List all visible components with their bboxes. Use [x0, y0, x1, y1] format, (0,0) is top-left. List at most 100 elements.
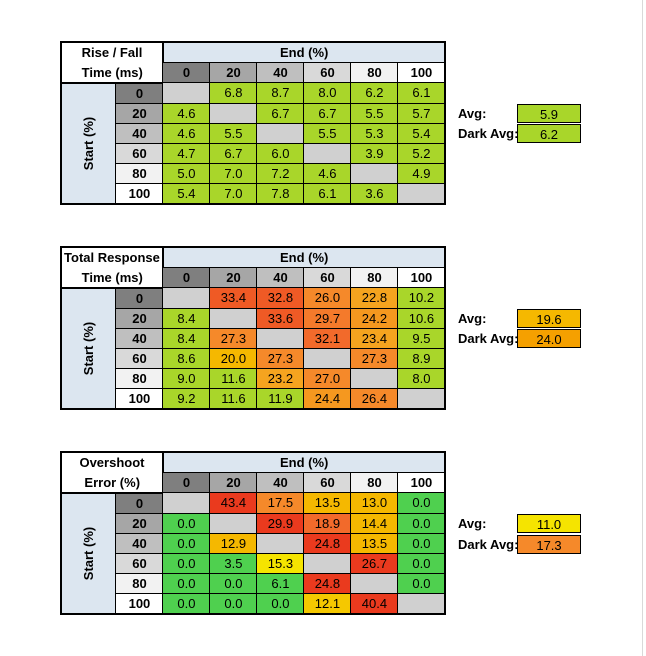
rise-fall-dark-avg-value: 6.2 [517, 124, 581, 143]
column-header: 20 [209, 267, 258, 288]
column-header: 0 [162, 62, 211, 83]
value-cell: 0.0 [397, 552, 446, 574]
value-cell: 7.0 [209, 162, 258, 184]
value-cell: 24.8 [303, 532, 352, 554]
value-cell: 24.4 [303, 387, 352, 409]
value-cell [350, 572, 399, 594]
value-cell: 7.0 [209, 182, 258, 204]
value-cell: 8.4 [162, 307, 211, 329]
value-cell: 23.4 [350, 327, 399, 349]
value-cell [162, 82, 211, 104]
column-header: 100 [397, 267, 446, 288]
column-header: 40 [256, 472, 305, 493]
row-header: 60 [115, 142, 164, 164]
total-response-avg-value: 19.6 [517, 309, 581, 328]
value-cell: 22.8 [350, 287, 399, 309]
value-cell: 6.8 [209, 82, 258, 104]
value-cell: 5.4 [397, 122, 446, 144]
total-response-dark-avg-label: Dark Avg: [458, 331, 519, 346]
table-row: 100 5.4 7.0 7.8 6.1 3.6 [61, 182, 446, 204]
table-row: 80 9.0 11.6 23.2 27.0 8.0 [61, 367, 446, 389]
value-cell: 5.2 [397, 142, 446, 164]
value-cell [209, 512, 258, 534]
table-row: 20 4.6 6.7 6.7 5.5 5.7 [61, 102, 446, 124]
table-row: Start (%) 0 43.4 17.5 13.5 13.0 0.0 [60, 491, 446, 615]
value-cell [209, 307, 258, 329]
column-header: 40 [256, 62, 305, 83]
table-row: 80 0.0 0.0 6.1 24.8 0.0 [61, 572, 446, 594]
value-cell: 6.7 [256, 102, 305, 124]
table-row: 60 4.7 6.7 6.0 3.9 5.2 [61, 142, 446, 164]
value-cell: 26.0 [303, 287, 352, 309]
table-row: 40 8.4 27.3 32.1 23.4 9.5 [61, 327, 446, 349]
value-cell: 7.2 [256, 162, 305, 184]
table-row: Start (%) 0 33.4 32.8 26.0 22.8 10.2 [60, 286, 446, 410]
rise-fall-avg-label: Avg: [458, 106, 487, 121]
row-header: 100 [115, 182, 164, 204]
value-cell: 10.2 [397, 287, 446, 309]
start-axis-header: Start (%) [60, 491, 117, 615]
value-cell: 5.5 [350, 102, 399, 124]
value-cell: 8.0 [397, 367, 446, 389]
value-cell: 3.9 [350, 142, 399, 164]
table-row: 40 0.0 12.9 24.8 13.5 0.0 [61, 532, 446, 554]
value-cell: 24.2 [350, 307, 399, 329]
value-cell [303, 142, 352, 164]
value-cell [350, 367, 399, 389]
value-cell: 0.0 [209, 572, 258, 594]
value-cell: 27.3 [209, 327, 258, 349]
sheet-right-border [642, 0, 643, 656]
value-cell: 9.2 [162, 387, 211, 409]
table-row: 20 0.0 29.9 18.9 14.4 0.0 [61, 512, 446, 534]
value-cell: 43.4 [209, 492, 258, 514]
row-header: 40 [115, 532, 164, 554]
value-cell [162, 287, 211, 309]
column-header: 60 [303, 267, 352, 288]
row-header: 0 [115, 82, 164, 104]
row-header: 80 [115, 367, 164, 389]
table-title-line1: Rise / Fall [60, 41, 164, 63]
value-cell: 12.9 [209, 532, 258, 554]
value-cell: 29.9 [256, 512, 305, 534]
table-title-line1: Total Response [60, 246, 164, 268]
table-row: 100 0.0 0.0 0.0 12.1 40.4 [61, 592, 446, 614]
table-row: Start (%) 0 6.8 8.7 8.0 6.2 6.1 [60, 81, 446, 205]
value-cell: 8.0 [303, 82, 352, 104]
row-header: 80 [115, 572, 164, 594]
overshoot-table: Overshoot End (%) Error (%) 0 20 40 60 80 100 Sta… [60, 451, 447, 615]
column-header: 0 [162, 267, 211, 288]
total-response-table: Total Response End (%) Time (ms) 0 20 40 60 80 1… [60, 246, 447, 410]
row-header: 40 [115, 327, 164, 349]
value-cell: 6.1 [256, 572, 305, 594]
value-cell: 4.9 [397, 162, 446, 184]
table-row: 40 4.6 5.5 5.5 5.3 5.4 [61, 122, 446, 144]
value-cell: 5.5 [209, 122, 258, 144]
start-axis-label: Start (%) [81, 321, 97, 375]
row-header: 100 [115, 387, 164, 409]
value-cell: 27.3 [256, 347, 305, 369]
value-cell: 23.2 [256, 367, 305, 389]
value-cell: 32.8 [256, 287, 305, 309]
start-axis-label: Start (%) [81, 526, 97, 580]
value-cell: 0.0 [162, 512, 211, 534]
column-header: 60 [303, 472, 352, 493]
value-cell [256, 327, 305, 349]
table-row: 60 0.0 3.5 15.3 26.7 0.0 [61, 552, 446, 574]
value-cell: 0.0 [209, 592, 258, 614]
value-cell: 0.0 [162, 532, 211, 554]
value-cell: 29.7 [303, 307, 352, 329]
row-header: 0 [115, 287, 164, 309]
overshoot-dark-avg-label: Dark Avg: [458, 537, 519, 552]
value-cell [397, 592, 446, 614]
value-cell: 6.7 [303, 102, 352, 124]
value-cell [303, 347, 352, 369]
row-header: 20 [115, 512, 164, 534]
table-title-line2: Time (ms) [60, 267, 164, 289]
value-cell: 5.5 [303, 122, 352, 144]
value-cell: 4.6 [162, 122, 211, 144]
table-row: 60 8.6 20.0 27.3 27.3 8.9 [61, 347, 446, 369]
value-cell: 5.7 [397, 102, 446, 124]
value-cell: 0.0 [397, 532, 446, 554]
value-cell: 17.5 [256, 492, 305, 514]
column-header: 40 [256, 267, 305, 288]
